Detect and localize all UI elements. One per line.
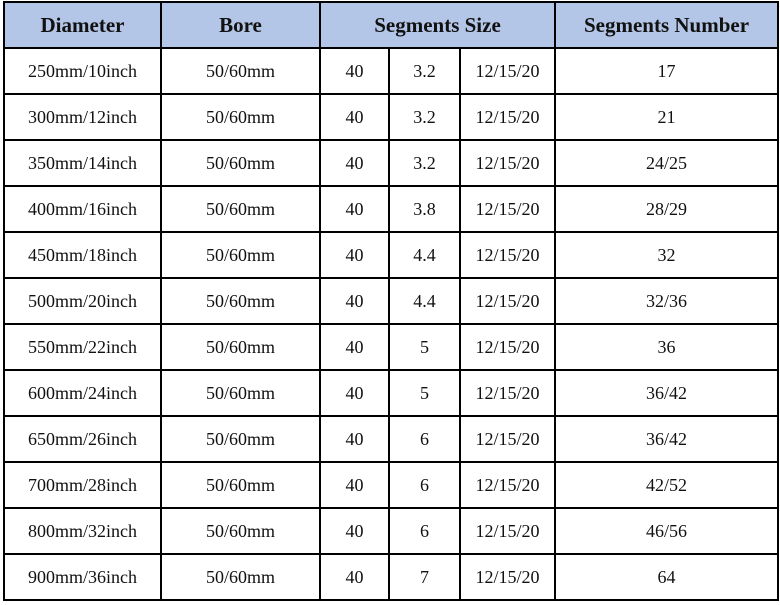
cell-number: 64 [554,553,779,601]
header-row: Diameter Bore Segments Size Segments Num… [3,1,779,49]
header-bore: Bore [160,1,321,49]
cell-width: 5 [388,323,461,371]
table-row: 450mm/18inch 50/60mm 40 4.4 12/15/20 32 [3,231,779,279]
cell-width: 3.2 [388,139,461,187]
cell-bore: 50/60mm [160,369,321,417]
cell-height: 12/15/20 [459,507,556,555]
cell-height: 12/15/20 [459,231,556,279]
cell-len: 40 [319,231,390,279]
cell-len: 40 [319,185,390,233]
cell-number: 32 [554,231,779,279]
cell-width: 3.2 [388,93,461,141]
cell-diameter: 250mm/10inch [3,47,162,95]
cell-number: 28/29 [554,185,779,233]
cell-diameter: 800mm/32inch [3,507,162,555]
specs-table: Diameter Bore Segments Size Segments Num… [3,1,779,601]
cell-height: 12/15/20 [459,277,556,325]
cell-number: 21 [554,93,779,141]
cell-bore: 50/60mm [160,415,321,463]
cell-number: 32/36 [554,277,779,325]
cell-width: 7 [388,553,461,601]
table-row: 900mm/36inch 50/60mm 40 7 12/15/20 64 [3,553,779,601]
cell-width: 4.4 [388,231,461,279]
cell-len: 40 [319,507,390,555]
cell-bore: 50/60mm [160,507,321,555]
cell-width: 3.8 [388,185,461,233]
cell-height: 12/15/20 [459,461,556,509]
cell-height: 12/15/20 [459,369,556,417]
cell-diameter: 700mm/28inch [3,461,162,509]
cell-len: 40 [319,277,390,325]
cell-diameter: 350mm/14inch [3,139,162,187]
cell-number: 36 [554,323,779,371]
header-diameter: Diameter [3,1,162,49]
cell-diameter: 550mm/22inch [3,323,162,371]
cell-len: 40 [319,93,390,141]
cell-diameter: 650mm/26inch [3,415,162,463]
header-segments-size: Segments Size [319,1,556,49]
cell-len: 40 [319,139,390,187]
cell-len: 40 [319,415,390,463]
cell-diameter: 450mm/18inch [3,231,162,279]
cell-bore: 50/60mm [160,231,321,279]
cell-len: 40 [319,47,390,95]
cell-len: 40 [319,553,390,601]
cell-number: 42/52 [554,461,779,509]
cell-len: 40 [319,461,390,509]
header-segments-number: Segments Number [554,1,779,49]
cell-diameter: 400mm/16inch [3,185,162,233]
cell-width: 4.4 [388,277,461,325]
cell-diameter: 500mm/20inch [3,277,162,325]
cell-width: 6 [388,507,461,555]
table-row: 800mm/32inch 50/60mm 40 6 12/15/20 46/56 [3,507,779,555]
cell-width: 5 [388,369,461,417]
table-row: 700mm/28inch 50/60mm 40 6 12/15/20 42/52 [3,461,779,509]
table-row: 300mm/12inch 50/60mm 40 3.2 12/15/20 21 [3,93,779,141]
table-row: 400mm/16inch 50/60mm 40 3.8 12/15/20 28/29 [3,185,779,233]
cell-height: 12/15/20 [459,139,556,187]
cell-bore: 50/60mm [160,47,321,95]
cell-number: 24/25 [554,139,779,187]
cell-diameter: 600mm/24inch [3,369,162,417]
cell-height: 12/15/20 [459,415,556,463]
table-row: 350mm/14inch 50/60mm 40 3.2 12/15/20 24/25 [3,139,779,187]
table-row: 250mm/10inch 50/60mm 40 3.2 12/15/20 17 [3,47,779,95]
cell-bore: 50/60mm [160,277,321,325]
cell-height: 12/15/20 [459,93,556,141]
cell-bore: 50/60mm [160,139,321,187]
cell-bore: 50/60mm [160,461,321,509]
table-row: 600mm/24inch 50/60mm 40 5 12/15/20 36/42 [3,369,779,417]
cell-height: 12/15/20 [459,185,556,233]
cell-number: 17 [554,47,779,95]
cell-bore: 50/60mm [160,93,321,141]
table-row: 650mm/26inch 50/60mm 40 6 12/15/20 36/42 [3,415,779,463]
cell-width: 3.2 [388,47,461,95]
table-row: 550mm/22inch 50/60mm 40 5 12/15/20 36 [3,323,779,371]
cell-diameter: 300mm/12inch [3,93,162,141]
cell-number: 36/42 [554,369,779,417]
cell-height: 12/15/20 [459,323,556,371]
cell-number: 36/42 [554,415,779,463]
table-row: 500mm/20inch 50/60mm 40 4.4 12/15/20 32/36 [3,277,779,325]
cell-height: 12/15/20 [459,553,556,601]
cell-len: 40 [319,369,390,417]
cell-bore: 50/60mm [160,553,321,601]
cell-bore: 50/60mm [160,323,321,371]
cell-height: 12/15/20 [459,47,556,95]
cell-bore: 50/60mm [160,185,321,233]
cell-len: 40 [319,323,390,371]
cell-number: 46/56 [554,507,779,555]
cell-width: 6 [388,461,461,509]
cell-width: 6 [388,415,461,463]
cell-diameter: 900mm/36inch [3,553,162,601]
